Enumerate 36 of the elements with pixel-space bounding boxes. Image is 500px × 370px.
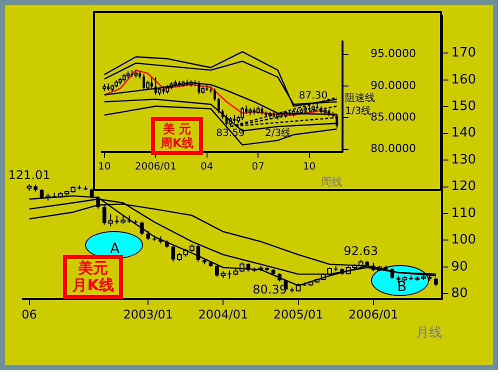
annotation: 2/3线 — [265, 126, 292, 140]
x-tick-label: 10 — [302, 161, 316, 172]
x-tick-label: 2006/01 — [134, 161, 176, 172]
x-axis-title: 周线 — [320, 175, 343, 188]
annotation: 阻速线 — [345, 92, 375, 105]
x-tick-label: 2003/01 — [123, 307, 174, 322]
y-tick-label: 140 — [451, 126, 476, 141]
y-tick-label: 150 — [451, 99, 476, 114]
x-tick-label: 04 — [200, 161, 214, 172]
x-tick-label: 06 — [22, 307, 37, 322]
y-tick-label: 170 — [451, 46, 476, 61]
y-tick-label: 95.0000 — [370, 47, 416, 60]
annotation: 1/3线 — [345, 104, 372, 117]
x-tick-label: 10 — [98, 161, 111, 172]
y-tick-label: 80.0000 — [370, 142, 416, 156]
annotation: B — [397, 279, 407, 295]
x-axis-title: 月线 — [416, 326, 442, 341]
y-tick-label: 160 — [451, 72, 476, 88]
x-tick-label: 07 — [252, 161, 264, 172]
annotation: A — [110, 241, 120, 257]
annotation: 92.63 — [344, 244, 378, 258]
y-tick-label: 85.0000 — [370, 110, 416, 124]
annotation: 87.30 — [298, 90, 328, 102]
x-tick-label: 2006/01 — [348, 307, 398, 322]
y-tick-label: 80 — [451, 286, 468, 302]
annotation: 美 元周K线 — [151, 117, 203, 155]
y-tick-label: 120 — [451, 179, 476, 194]
x-tick-label: 2005/01 — [273, 307, 324, 322]
y-tick-label: 90 — [451, 259, 468, 274]
y-tick-label: 100 — [451, 232, 476, 248]
y-tick-label: 130 — [451, 152, 476, 168]
annotation: 121.01 — [8, 168, 50, 182]
annotation: 美元月K线 — [72, 259, 114, 294]
x-tick-label: 2004/01 — [198, 307, 248, 322]
y-tick-label: 90.0000 — [370, 78, 416, 92]
y-tick-label: 110 — [451, 206, 476, 221]
